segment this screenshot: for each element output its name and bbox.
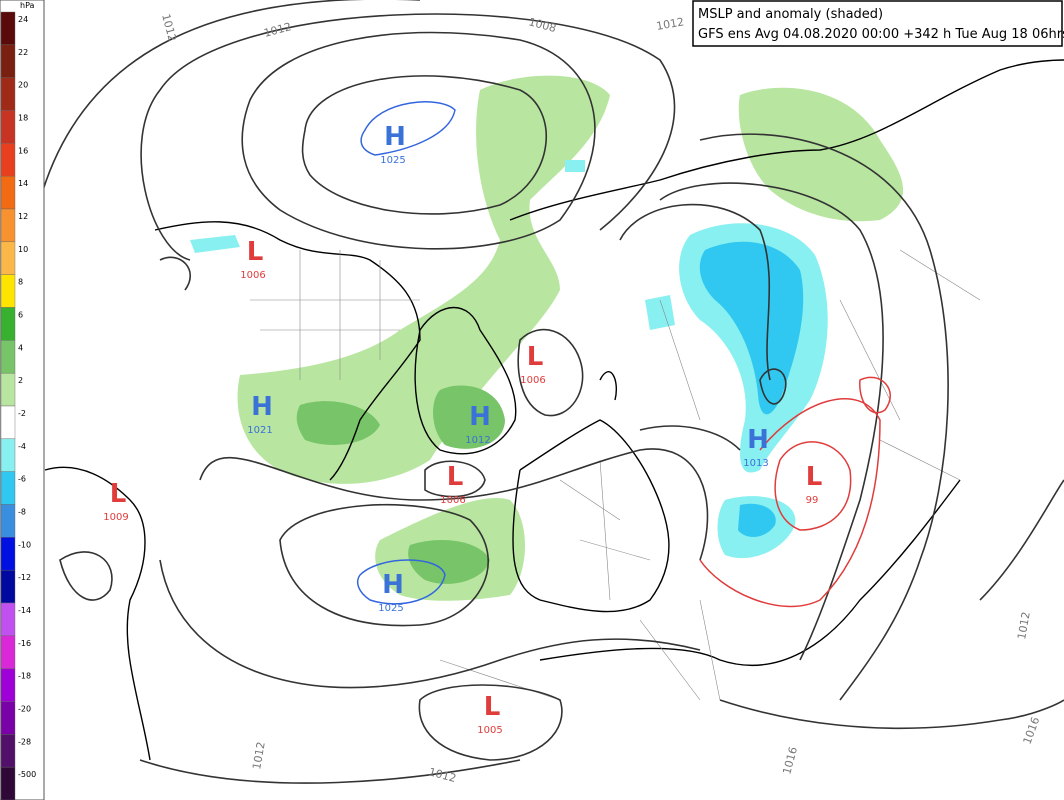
- legend-label: -20: [18, 705, 31, 714]
- center-letter: L: [806, 462, 823, 492]
- legend-swatch: [0, 668, 16, 702]
- legend-label: 16: [18, 146, 28, 155]
- center-letter: H: [747, 425, 769, 455]
- isobar-label: 1012: [1015, 611, 1033, 641]
- center-value: 1005: [477, 725, 502, 736]
- legend-swatch: [0, 143, 16, 177]
- isobar-label: 1012: [250, 741, 268, 771]
- legend-swatch: [0, 340, 16, 374]
- legend-swatch: [0, 537, 16, 571]
- legend-label: -8: [18, 508, 26, 517]
- center-letter: L: [110, 479, 127, 509]
- legend-label: -28: [18, 737, 31, 746]
- legend-label: 6: [18, 311, 23, 320]
- center-value: 1021: [247, 425, 272, 436]
- center-value: 1006: [240, 270, 265, 281]
- legend-unit: hPa: [20, 1, 35, 10]
- positive-anomaly-strong: [296, 385, 505, 584]
- legend-label: -2: [18, 409, 26, 418]
- legend-label: -6: [18, 475, 26, 484]
- legend-label: 22: [18, 48, 28, 57]
- legend-swatch: [0, 569, 16, 604]
- negative-anomaly-strong: [699, 241, 804, 537]
- legend-label: 10: [18, 245, 28, 254]
- legend-swatch: [0, 175, 16, 210]
- legend-label: -12: [18, 573, 31, 582]
- center-value: 1006: [440, 495, 465, 506]
- legend-label: 12: [18, 212, 28, 221]
- center-value: 1025: [380, 155, 405, 166]
- legend-label: 14: [18, 179, 28, 188]
- pressure-centers: H 1025 L 1006 H 1021 L 1009 L 1006 H 1012 L 1006 H 1025…: [103, 122, 822, 736]
- low-isobars: [699, 376, 891, 608]
- legend-swatch: [0, 110, 16, 144]
- center-value: 99: [806, 495, 819, 506]
- legend-label: -18: [18, 672, 31, 681]
- legend: hPa 24 22 20 18 16 14 12 10 8 6 4 2 -2 -4 -6 -8 -10 -12 -14…: [0, 0, 45, 800]
- isobar-label: 1012: [655, 15, 685, 33]
- legend-swatch: [0, 635, 16, 669]
- legend-label: -14: [18, 606, 31, 615]
- legend-swatch: [0, 11, 16, 46]
- legend-swatch: [0, 44, 16, 78]
- legend-swatch: [0, 372, 16, 407]
- center-value: 1013: [743, 458, 768, 469]
- legend-swatch: [0, 307, 16, 341]
- legend-label: 18: [18, 114, 28, 123]
- center-letter: L: [527, 342, 544, 372]
- legend-label: -4: [18, 442, 26, 451]
- center-letter: L: [247, 237, 264, 267]
- high-isobars: [357, 101, 456, 605]
- borders: [250, 249, 981, 701]
- legend-label: -500: [18, 770, 36, 779]
- isobars: [39, 0, 1064, 784]
- legend-swatch: [0, 77, 16, 111]
- legend-swatch: [0, 471, 16, 505]
- center-letter: L: [484, 692, 501, 722]
- legend-swatch: [0, 734, 16, 768]
- legend-label: -10: [18, 540, 31, 549]
- legend-swatch: [0, 701, 16, 735]
- legend-label: 4: [18, 343, 23, 352]
- title-box: MSLP and anomaly (shaded) GFS ens Avg 04…: [692, 0, 1064, 47]
- legend-label: 20: [18, 81, 28, 90]
- legend-label: 24: [18, 15, 28, 24]
- legend-swatch: [0, 274, 16, 308]
- center-value: 1012: [465, 435, 490, 446]
- coastlines: [44, 59, 1064, 761]
- center-value: 1025: [378, 603, 403, 614]
- title-line: MSLP and anomaly (shaded): [698, 7, 883, 22]
- legend-swatch: [0, 504, 16, 538]
- legend-swatch: [0, 602, 16, 637]
- center-letter: H: [382, 570, 404, 600]
- legend-label: -16: [18, 639, 31, 648]
- legend-label: 2: [18, 376, 23, 385]
- center-letter: H: [469, 402, 491, 432]
- legend-swatch: [0, 438, 16, 472]
- center-letter: L: [447, 462, 464, 492]
- center-letter: H: [251, 392, 273, 422]
- center-letter: H: [384, 122, 406, 152]
- center-value: 1009: [103, 512, 128, 523]
- title-line: GFS ens Avg 04.08.2020 00:00 +342 h Tue …: [698, 27, 1064, 42]
- legend-swatch: [0, 208, 16, 243]
- legend-swatch: [0, 405, 16, 440]
- center-value: 1006: [520, 375, 545, 386]
- legend-swatch: [0, 766, 16, 800]
- title-frame: [692, 0, 1063, 47]
- legend-swatch: [0, 241, 16, 275]
- legend-label: 8: [18, 278, 23, 287]
